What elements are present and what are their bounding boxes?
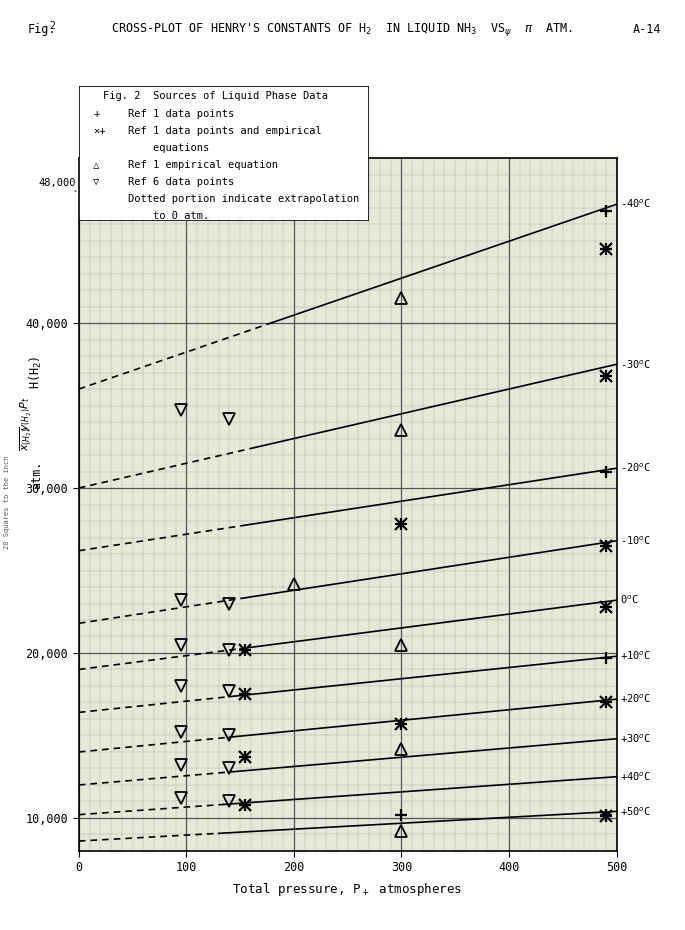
Text: Dotted portion indicate extrapolation: Dotted portion indicate extrapolation [128,193,360,204]
Text: Fig. 2  Sources of Liquid Phase Data: Fig. 2 Sources of Liquid Phase Data [103,91,327,101]
Text: +40$^o$C: +40$^o$C [620,771,651,783]
Text: -20$^o$C: -20$^o$C [620,462,651,474]
Text: Ref 6 data points: Ref 6 data points [128,177,234,187]
Text: +50$^o$C: +50$^o$C [620,805,651,817]
Text: 0$^o$C: 0$^o$C [620,594,638,606]
Text: 2: 2 [49,21,55,31]
Text: -10$^o$C: -10$^o$C [620,535,651,547]
Text: +10$^o$C: +10$^o$C [620,650,651,662]
Text: -30$^o$C: -30$^o$C [620,358,651,370]
Text: to 0 atm.: to 0 atm. [128,211,210,220]
Text: ✕+: ✕+ [93,126,105,136]
Text: $\overline{x_{(H_2)}}$: $\overline{x_{(H_2)}}$ [18,427,34,451]
Text: +: + [93,109,99,119]
Text: A-14: A-14 [632,23,661,36]
Text: +30$^o$C: +30$^o$C [620,733,651,745]
Text: Ref 1 data points and empirical: Ref 1 data points and empirical [128,126,322,136]
Text: △: △ [93,160,99,170]
Text: equations: equations [128,143,210,153]
Text: 20 Squares to the inch: 20 Squares to the inch [4,456,10,549]
Text: Ref 1 data points: Ref 1 data points [128,109,234,119]
Text: -40$^o$C: -40$^o$C [620,198,651,210]
Text: H(H$_2$): H(H$_2$) [28,355,45,389]
Text: $y_{(H_2)}P_t$: $y_{(H_2)}P_t$ [18,396,34,432]
Text: ▽: ▽ [93,177,99,187]
Text: 48,000: 48,000 [38,178,75,188]
Text: Fig.: Fig. [27,23,56,36]
Text: +20$^o$C: +20$^o$C [620,693,651,705]
Text: CROSS-PLOT OF HENRY'S CONSTANTS OF H$_2$  IN LIQUID NH$_3$  VS$_\psi$  $\pi$  AT: CROSS-PLOT OF HENRY'S CONSTANTS OF H$_2$… [112,21,573,38]
Text: atm.: atm. [30,460,42,488]
Text: Ref 1 empirical equation: Ref 1 empirical equation [128,160,278,170]
X-axis label: Total pressure, P$_+$ atmospheres: Total pressure, P$_+$ atmospheres [232,882,463,898]
